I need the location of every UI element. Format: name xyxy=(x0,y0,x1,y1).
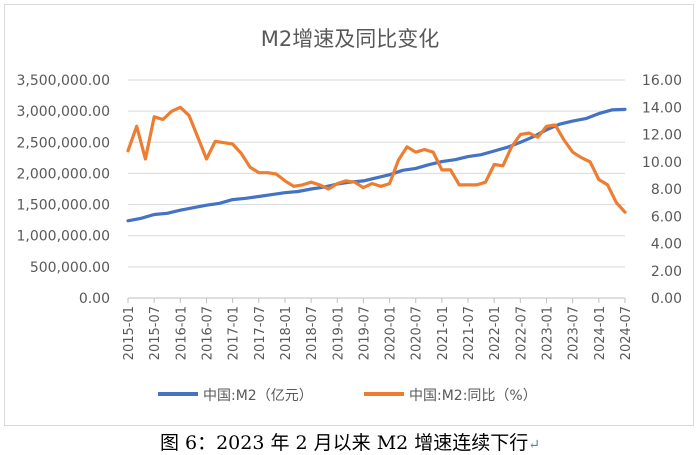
left-tick-label: 1,000,000.00 xyxy=(16,229,110,245)
right-tick-label: 12.00 xyxy=(642,128,682,144)
legend-label-m2-yoy: 中国:M2:同比（%） xyxy=(409,388,537,404)
gridlines xyxy=(128,79,625,299)
chart-title: M2增速及同比变化 xyxy=(261,27,439,51)
right-tick-label: 4.00 xyxy=(651,237,682,253)
x-tick-label: 2017-01 xyxy=(227,306,242,360)
right-tick-label: 8.00 xyxy=(651,182,682,198)
return-mark: ↵ xyxy=(528,437,541,453)
x-axis-ticks: 2015-01 2015-07 2016-01 2016-07 2017-01 2017-… xyxy=(122,297,634,360)
x-tick-label: 2020-07 xyxy=(410,306,425,360)
series-line-m2-yoy xyxy=(126,105,627,214)
left-tick-label: 2,000,000.00 xyxy=(16,166,110,182)
x-tick-label: 2016-07 xyxy=(200,306,215,360)
right-tick-label: 0.00 xyxy=(651,291,682,307)
right-tick-label: 10.00 xyxy=(642,155,682,171)
x-tick-label: 2015-07 xyxy=(148,306,163,360)
chart-frame xyxy=(4,4,694,426)
x-tick-label: 2017-07 xyxy=(253,306,268,360)
x-tick-label: 2021-01 xyxy=(436,306,451,360)
x-tick-label: 2024-01 xyxy=(593,306,608,360)
left-tick-label: 1,500,000.00 xyxy=(16,198,110,214)
series-layer xyxy=(126,105,627,223)
x-tick-label: 2022-07 xyxy=(514,306,529,360)
left-tick-label: 3,000,000.00 xyxy=(16,104,110,120)
x-tick-label: 2023-07 xyxy=(567,306,582,360)
x-tick-label: 2023-01 xyxy=(541,306,556,360)
left-tick-label: 3,500,000.00 xyxy=(16,73,110,89)
right-tick-label: 16.00 xyxy=(642,73,682,89)
right-tick-label: 6.00 xyxy=(651,209,682,225)
x-tick-label: 2018-01 xyxy=(279,306,294,360)
m2-chart: M2增速及同比变化 0.00 500,000.00 1,000,000.00 1,50… xyxy=(16,27,682,404)
caption-text: 图 6：2023 年 2 月以来 M2 增速连续下行 xyxy=(159,432,529,454)
right-tick-label: 14.00 xyxy=(642,100,682,116)
right-tick-label: 2.00 xyxy=(651,264,682,280)
left-tick-label: 500,000.00 xyxy=(30,260,110,276)
figure-caption: 图 6：2023 年 2 月以来 M2 增速连续下行↵ xyxy=(0,428,700,455)
left-axis-ticks: 0.00 500,000.00 1,000,000.00 1,500,000.00 2,… xyxy=(16,73,110,307)
x-tick-label: 2015-01 xyxy=(122,306,137,360)
x-tick-label: 2022-01 xyxy=(488,306,503,360)
x-tick-label: 2018-07 xyxy=(305,306,320,360)
x-tick-label: 2019-07 xyxy=(357,306,372,360)
x-tick-label: 2016-01 xyxy=(174,306,189,360)
x-tick-label: 2019-01 xyxy=(331,306,346,360)
legend-label-m2: 中国:M2（亿元） xyxy=(203,388,313,404)
left-tick-label: 0.00 xyxy=(79,291,110,307)
x-tick-label: 2024-07 xyxy=(619,306,634,360)
legend: 中国:M2（亿元） 中国:M2:同比（%） xyxy=(158,388,537,404)
left-tick-label: 2,500,000.00 xyxy=(16,135,110,151)
x-tick-label: 2020-01 xyxy=(384,306,399,360)
right-axis-ticks: 0.00 2.00 4.00 6.00 8.00 10.00 12.00 14.00 16.00 xyxy=(642,73,682,307)
x-tick-label: 2021-07 xyxy=(462,306,477,360)
